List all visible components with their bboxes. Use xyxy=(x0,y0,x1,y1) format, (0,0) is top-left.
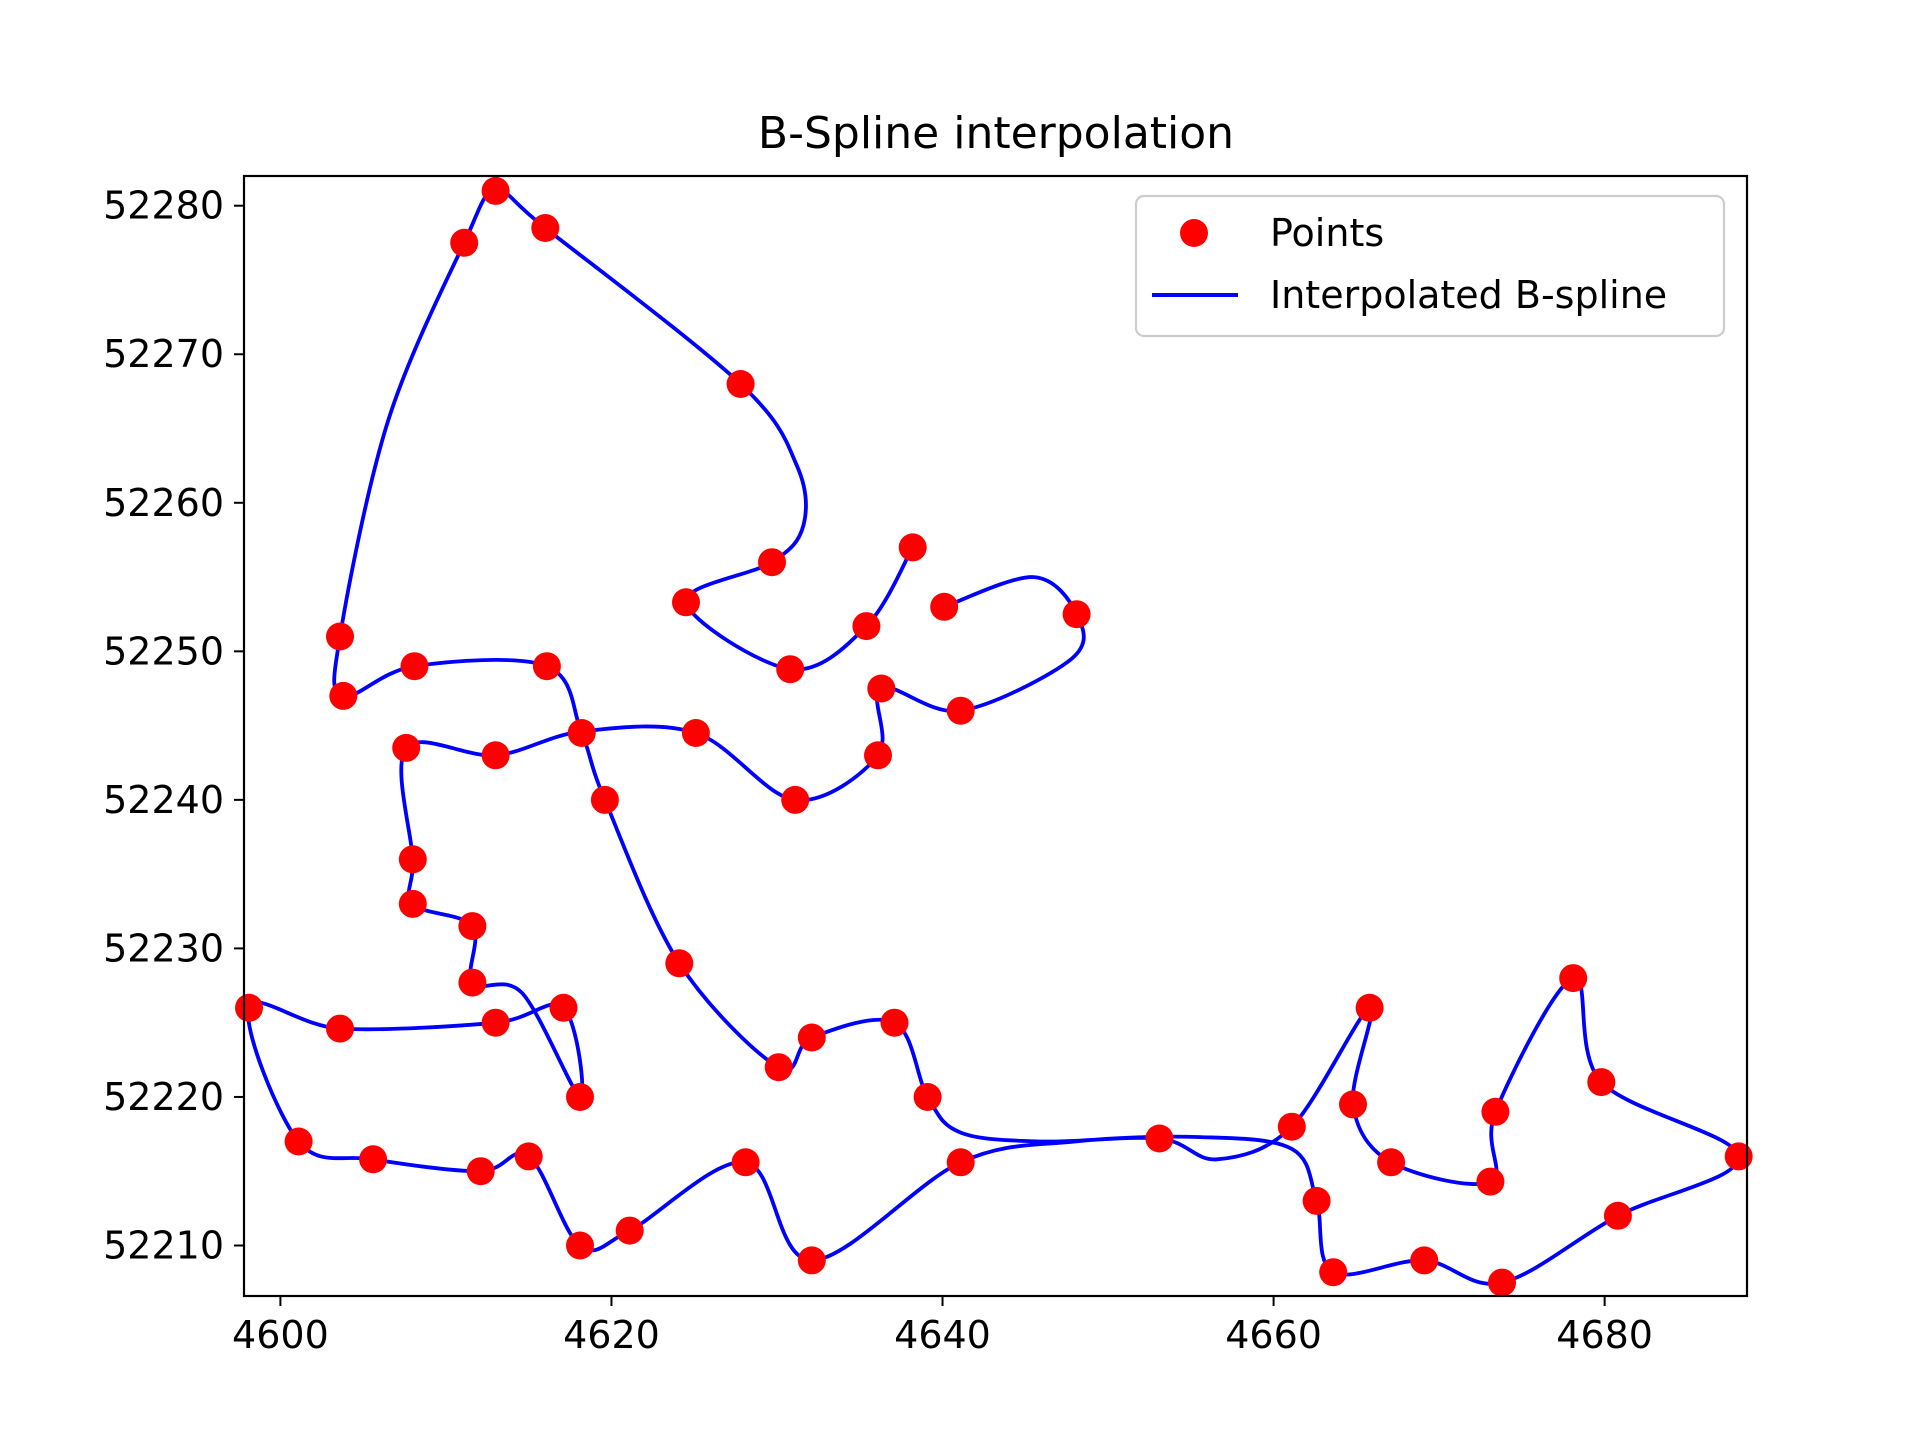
data-point xyxy=(880,1008,909,1037)
data-point xyxy=(1319,1258,1348,1287)
y-tick-label: 52240 xyxy=(103,778,224,822)
y-tick-label: 52280 xyxy=(103,184,224,228)
data-point xyxy=(1587,1068,1616,1097)
data-point xyxy=(1145,1124,1174,1153)
data-point xyxy=(359,1145,388,1174)
data-point xyxy=(532,652,561,681)
data-point xyxy=(566,1231,594,1260)
legend-frame xyxy=(1134,194,1726,338)
data-point xyxy=(566,1083,594,1111)
y-axis: 52210 52220 52230 52240 52250 52260 52270 52280 xyxy=(103,184,244,1267)
data-point xyxy=(326,1014,354,1043)
data-point xyxy=(1476,1167,1505,1196)
data-point xyxy=(726,370,755,398)
data-point xyxy=(329,681,358,710)
data-point xyxy=(946,1148,975,1177)
data-point xyxy=(1062,600,1091,629)
data-point xyxy=(867,674,896,703)
data-point xyxy=(326,622,354,651)
data-point xyxy=(450,228,479,257)
data-point xyxy=(731,1148,760,1177)
data-point xyxy=(672,588,700,617)
data-point xyxy=(1559,964,1588,993)
data-point xyxy=(797,1023,826,1052)
plot-frame xyxy=(242,174,1749,1298)
data-point xyxy=(531,214,560,242)
x-tick-label: 4640 xyxy=(894,1313,991,1357)
y-tick-label: 52210 xyxy=(103,1223,224,1267)
x-axis: 4600 4620 4640 4660 4680 xyxy=(232,1296,1653,1357)
y-tick-label: 52270 xyxy=(103,332,224,376)
x-tick-label: 4680 xyxy=(1556,1313,1653,1357)
data-point xyxy=(1355,993,1384,1022)
data-point xyxy=(398,889,427,918)
data-point xyxy=(235,993,263,1022)
data-point xyxy=(898,533,927,562)
data-point xyxy=(590,785,619,814)
points-layer xyxy=(235,176,1753,1297)
data-point xyxy=(481,176,510,205)
data-point xyxy=(392,733,421,762)
data-point xyxy=(1410,1246,1439,1275)
legend-spline-label: Interpolated B-spline xyxy=(1270,273,1667,317)
data-point xyxy=(458,968,487,997)
x-tick-label: 4620 xyxy=(563,1313,660,1357)
data-point xyxy=(946,696,975,725)
data-point xyxy=(567,719,596,747)
x-tick-label: 4600 xyxy=(232,1313,329,1357)
data-point xyxy=(1488,1268,1516,1297)
data-point xyxy=(1377,1148,1406,1177)
y-tick-label: 52250 xyxy=(103,629,224,673)
data-point xyxy=(764,1053,793,1082)
data-point xyxy=(1481,1097,1510,1126)
data-point xyxy=(1339,1090,1367,1119)
data-point xyxy=(1302,1186,1331,1215)
data-point xyxy=(776,655,805,684)
data-point xyxy=(514,1142,543,1171)
data-point xyxy=(913,1083,942,1111)
data-point xyxy=(1277,1112,1306,1141)
data-point xyxy=(615,1216,644,1245)
data-point xyxy=(481,1008,510,1037)
data-point xyxy=(797,1246,826,1275)
data-point xyxy=(458,912,487,941)
legend-points-label: Points xyxy=(1270,211,1384,255)
data-point xyxy=(400,652,429,681)
data-point xyxy=(781,785,810,814)
data-point xyxy=(466,1157,495,1186)
data-point xyxy=(481,741,510,770)
data-point xyxy=(284,1127,313,1156)
y-tick-label: 52220 xyxy=(103,1075,224,1119)
data-point xyxy=(758,548,786,577)
legend-points-marker xyxy=(1180,219,1208,247)
data-point xyxy=(665,949,694,978)
y-tick-label: 52260 xyxy=(103,481,224,525)
data-point xyxy=(681,719,710,747)
legend: Points Interpolated B-spline xyxy=(1134,194,1726,338)
y-tick-label: 52230 xyxy=(103,926,224,970)
data-point xyxy=(1603,1201,1632,1230)
data-point xyxy=(864,741,892,770)
x-tick-label: 4660 xyxy=(1225,1313,1322,1357)
data-point xyxy=(1724,1142,1753,1171)
data-point xyxy=(549,993,578,1022)
data-point xyxy=(398,845,427,874)
data-point xyxy=(852,612,881,641)
chart-title: B-Spline interpolation xyxy=(758,108,1234,159)
data-point xyxy=(930,592,959,621)
